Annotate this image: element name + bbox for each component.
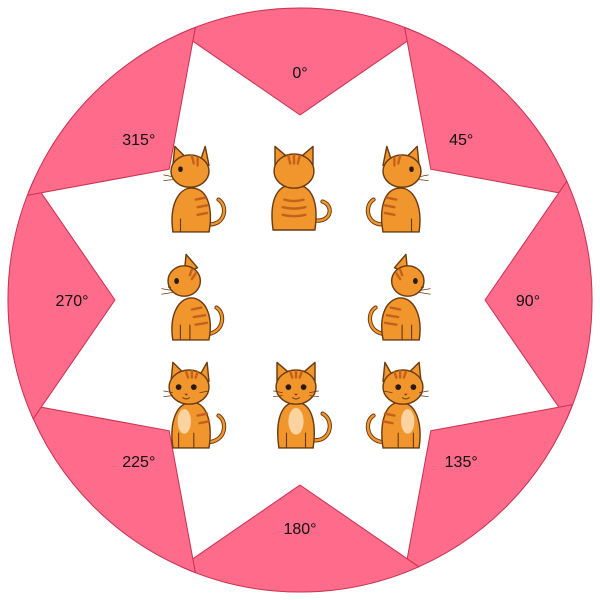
cat-icon-270 bbox=[161, 254, 222, 340]
cat-icon-225 bbox=[163, 362, 224, 448]
angle-label-135: 135° bbox=[445, 454, 478, 471]
sector-wedge-315 bbox=[26, 26, 197, 197]
angle-sector-315: 315° bbox=[26, 26, 197, 197]
cat-icon-135 bbox=[368, 362, 429, 448]
angle-label-45: 45° bbox=[449, 132, 473, 149]
sector-wedge-0 bbox=[180, 7, 420, 116]
sector-wedge-270 bbox=[7, 180, 116, 420]
angle-sector-225: 225° bbox=[26, 403, 197, 574]
angle-label-180: 180° bbox=[283, 521, 316, 538]
sector-wedge-45 bbox=[403, 26, 574, 197]
angle-label-225: 225° bbox=[122, 454, 155, 471]
cat-icon-90 bbox=[370, 254, 431, 340]
angle-label-90: 90° bbox=[516, 293, 540, 310]
sector-wedge-135 bbox=[403, 403, 574, 574]
cat-grid bbox=[161, 146, 430, 448]
angle-label-315: 315° bbox=[122, 132, 155, 149]
cat-icon-315 bbox=[163, 146, 224, 232]
sector-wedge-180 bbox=[180, 484, 420, 593]
angle-sector-45: 45° bbox=[403, 26, 574, 197]
angle-sector-270: 270° bbox=[7, 180, 116, 420]
angle-sector-layer: 0° 45° 90° 135° 180° 225° 270° 315° bbox=[7, 7, 593, 593]
sector-wedge-90 bbox=[484, 180, 593, 420]
angle-label-0: 0° bbox=[292, 65, 307, 82]
angle-label-270: 270° bbox=[55, 293, 88, 310]
sector-wedge-225 bbox=[26, 403, 197, 574]
angle-sector-135: 135° bbox=[403, 403, 574, 574]
cat-icon-45 bbox=[368, 146, 429, 232]
angle-sector-0: 0° bbox=[180, 7, 420, 116]
angle-sector-180: 180° bbox=[180, 484, 420, 593]
cat-icon-0 bbox=[272, 146, 330, 230]
cat-icon-180 bbox=[273, 362, 330, 448]
angle-sector-90: 90° bbox=[484, 180, 593, 420]
